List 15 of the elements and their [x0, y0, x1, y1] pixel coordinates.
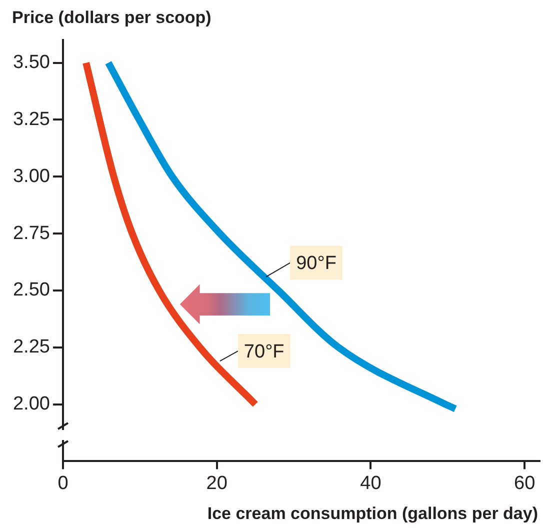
annotation: 90°F	[296, 253, 336, 274]
x-tick-label: 40	[360, 472, 382, 494]
y-tick-label: 3.00	[12, 166, 50, 187]
y-tick-label: 2.50	[12, 280, 50, 301]
y-tick-label: 3.25	[12, 108, 50, 130]
annotation: 70°F	[244, 341, 284, 362]
y-tick-label: 3.50	[12, 52, 50, 73]
x-tick-label: 60	[514, 472, 536, 494]
y-tick-label: 2.75	[12, 222, 50, 244]
y-tick-label: 2.00	[12, 394, 50, 415]
y-tick-label: 2.25	[12, 336, 50, 358]
x-axis-title: Ice cream consumption (gallons per day)	[207, 504, 538, 524]
x-tick-label: 20	[206, 472, 228, 494]
x-tick-label: 0	[58, 472, 68, 494]
y-axis-title: Price (dollars per scoop)	[12, 8, 212, 28]
